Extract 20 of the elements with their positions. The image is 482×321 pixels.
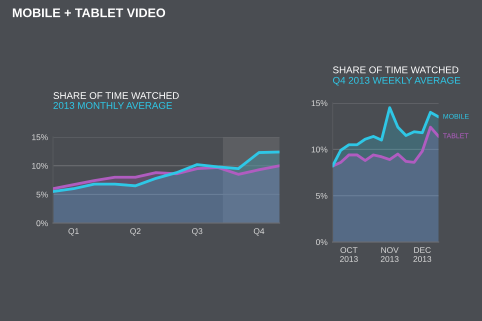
x-tick-label: DEC 2013 bbox=[413, 247, 432, 262]
chart-subtitle: 2013 MONTHLY AVERAGE bbox=[54, 102, 172, 109]
y-tick-label: 10% bbox=[32, 162, 48, 169]
text: MOBILE + TABLET VIDEO bbox=[12, 8, 166, 18]
y-tick-label: 0% bbox=[36, 220, 48, 226]
y-tick-label: 5% bbox=[36, 192, 48, 198]
x-tick-label: Q1 bbox=[68, 228, 79, 236]
y-tick-label: 5% bbox=[316, 192, 328, 199]
x-tick-label: Q2 bbox=[130, 228, 141, 236]
x-tick-label: NOV 2013 bbox=[380, 247, 399, 262]
x-tick-label: Q3 bbox=[192, 228, 202, 236]
y-tick-label: 15% bbox=[312, 100, 328, 106]
x-tick-label: Q4 bbox=[254, 228, 264, 236]
chart-subtitle: Q4 2013 WEEKLY AVERAGE bbox=[333, 76, 460, 86]
y-tick-label: 15% bbox=[32, 134, 48, 140]
y-tick-label: 10% bbox=[312, 146, 328, 152]
chart-title: SHARE OF TIME WATCHED bbox=[53, 92, 179, 100]
x-tick-label: OCT 2013 bbox=[340, 247, 358, 262]
y-tick-label: 0% bbox=[316, 239, 328, 246]
chart-title: SHARE OF TIME WATCHED bbox=[333, 66, 458, 74]
